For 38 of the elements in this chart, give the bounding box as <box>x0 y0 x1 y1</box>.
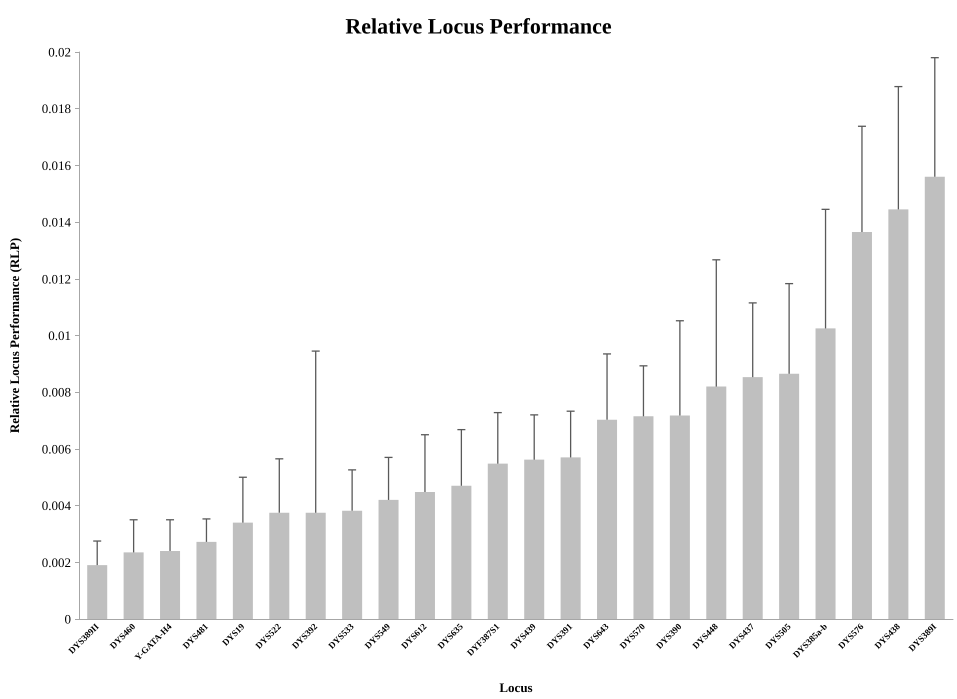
y-tick-label: 0.01 <box>48 328 71 343</box>
bar <box>852 232 872 619</box>
y-tick-label: 0.016 <box>42 158 72 173</box>
bar <box>451 486 472 619</box>
y-tick-label: 0.008 <box>42 384 71 400</box>
bar <box>706 386 726 619</box>
bar <box>269 512 290 619</box>
bar <box>924 176 945 619</box>
y-tick-label: 0.002 <box>42 554 71 570</box>
bar <box>196 542 216 619</box>
y-tick-label: 0.004 <box>42 498 72 514</box>
y-axis-title: Relative Locus Performance (RLP) <box>7 238 22 434</box>
y-tick-label: 0.018 <box>42 101 71 116</box>
y-tick-label: 0.012 <box>42 271 71 286</box>
bar <box>524 460 544 619</box>
bar <box>560 457 581 619</box>
y-tick-label: 0.02 <box>48 44 71 60</box>
bar <box>633 416 654 619</box>
bar <box>87 565 108 619</box>
y-tick-label: 0 <box>64 612 71 626</box>
bar <box>816 328 836 619</box>
bar <box>888 209 908 619</box>
bar <box>160 550 180 619</box>
bar <box>488 464 508 619</box>
bar <box>306 512 326 619</box>
bar <box>414 492 435 619</box>
bar <box>742 377 763 619</box>
bar <box>779 374 800 619</box>
y-tick-label: 0.006 <box>42 441 72 456</box>
bar <box>232 522 253 619</box>
bar <box>378 500 399 619</box>
chart-title: Relative Locus Performance <box>345 14 612 38</box>
x-axis-title: Locus <box>499 680 533 695</box>
bar <box>597 420 618 619</box>
bar <box>670 415 690 619</box>
y-tick-label: 0.014 <box>42 214 72 230</box>
bar <box>342 510 362 619</box>
bar <box>124 552 144 619</box>
